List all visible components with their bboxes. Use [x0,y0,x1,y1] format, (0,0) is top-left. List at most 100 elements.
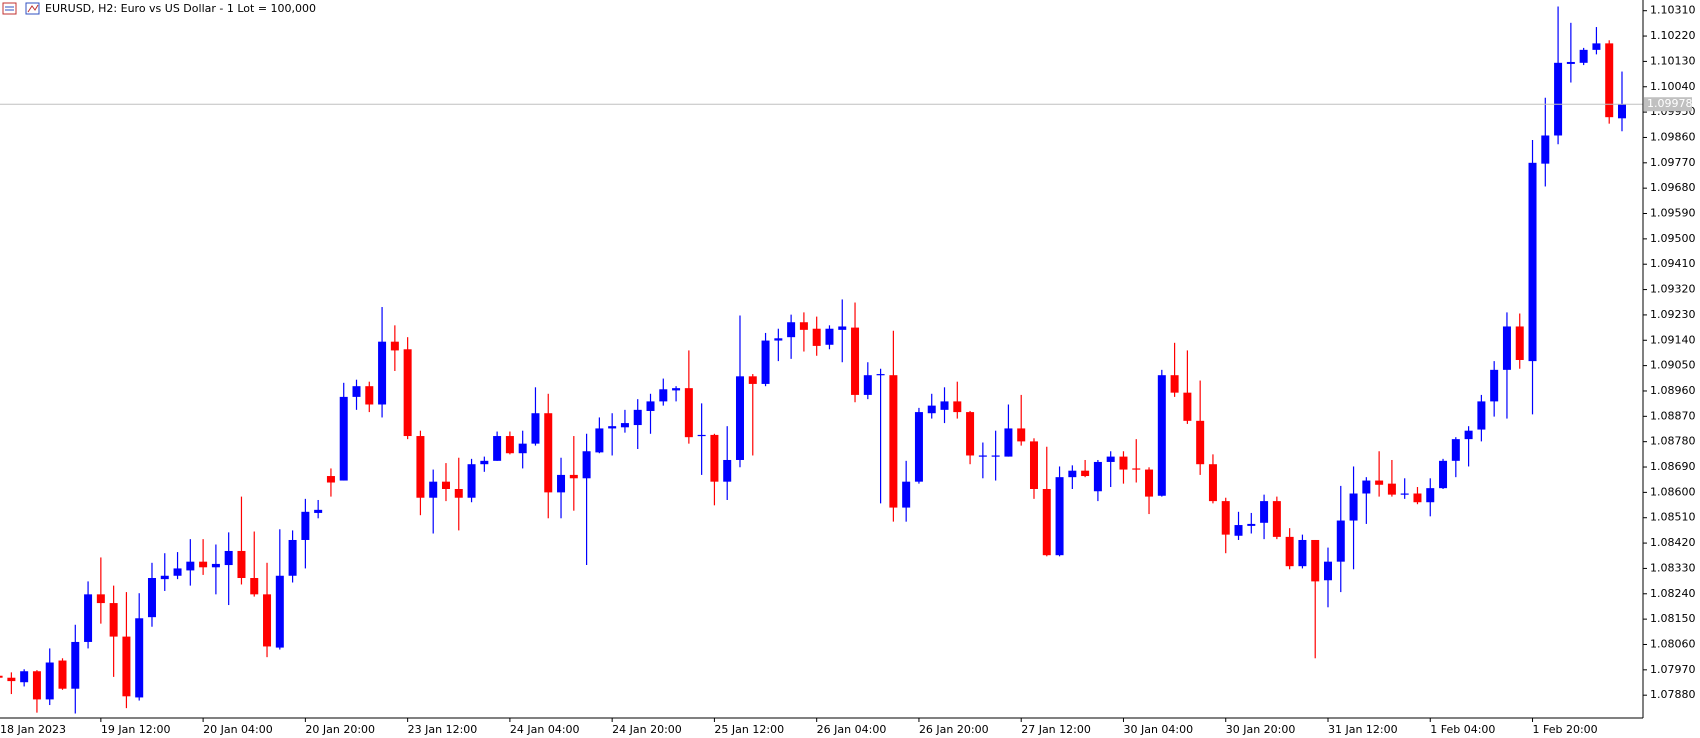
candle-body [557,474,566,493]
candle-body [288,539,297,576]
candle-body [1617,104,1626,119]
candle-body [544,413,553,493]
candle-body [1208,464,1217,502]
candle-body [1272,501,1281,537]
current-price-tag [1644,97,1692,112]
candle-body [505,436,514,454]
candle-body [1554,62,1563,136]
candle-body [71,641,80,689]
x-tick-label: 30 Jan 04:00 [1123,723,1193,736]
candle-body [135,618,144,698]
y-tick-label: 1.08780 [1650,435,1696,448]
y-tick-label: 1.10130 [1650,54,1696,67]
candle-body [211,563,220,568]
y-tick-label: 1.07880 [1650,688,1696,701]
y-tick-label: 1.09680 [1650,181,1696,194]
candle-body [1362,480,1371,494]
candle-body [1055,477,1064,556]
x-tick-label: 30 Jan 20:00 [1226,723,1296,736]
x-tick-label: 18 Jan 2023 [0,723,66,736]
y-tick-label: 1.08600 [1650,485,1696,498]
y-tick-label: 1.09320 [1650,283,1696,296]
candle-body [1170,375,1179,393]
x-tick-label: 1 Feb 04:00 [1430,723,1495,736]
y-tick-label: 1.08060 [1650,637,1696,650]
candle-body [365,386,374,405]
candle-body [109,603,118,637]
candle-body [147,578,156,618]
x-tick-label: 20 Jan 04:00 [203,723,273,736]
candle-body [1221,501,1230,535]
candle-body [608,426,617,429]
chart-icon-line [27,4,39,13]
candle-body [20,671,29,683]
x-tick-label: 25 Jan 12:00 [714,723,784,736]
y-tick-label: 1.10040 [1650,80,1696,93]
candle-body [1515,326,1524,360]
y-tick-label: 1.08510 [1650,511,1696,524]
candle-body [1260,501,1269,523]
candle-body [326,476,335,483]
candle-body [991,455,1000,457]
candle-body [1157,375,1166,496]
candle-body [301,511,310,540]
candle-body [684,388,693,438]
candle-body [199,561,208,568]
candle-body [940,401,949,410]
x-tick-label: 20 Jan 20:00 [305,723,375,736]
current-price-label: 1.09978 [1647,97,1693,110]
candle-body [467,464,476,498]
candle-body [1439,460,1448,489]
y-tick-label: 1.08330 [1650,561,1696,574]
candle-body [339,396,348,481]
candle-body [927,405,936,414]
candle-body [454,488,463,498]
y-tick-label: 1.08420 [1650,536,1696,549]
candle-body [1490,369,1499,402]
y-tick-label: 1.07970 [1650,663,1696,676]
y-tick-label: 1.09590 [1650,207,1696,220]
candle-body [1541,135,1550,164]
candle-body [45,662,54,700]
candle-body [863,375,872,395]
candle-body [122,636,131,697]
candle-body [173,568,182,576]
candle-body [1234,525,1243,536]
candle-body [1464,430,1473,440]
candle-body [774,338,783,341]
candle-body [1196,420,1205,465]
candle-body [1311,539,1320,582]
y-tick-label: 1.09140 [1650,333,1696,346]
candle-body [799,322,808,330]
y-tick-label: 1.09860 [1650,130,1696,143]
candle-body [1323,561,1332,581]
chart-icon[interactable] [25,2,40,15]
candle-body [812,328,821,346]
y-tick-label: 1.09230 [1650,308,1696,321]
candle-body [429,481,438,498]
y-tick-label: 1.09410 [1650,257,1696,270]
candle-body [160,575,169,580]
candle-body [518,443,527,454]
candle-body [1247,523,1256,526]
candle-body [84,594,93,642]
candle-body [96,594,105,604]
y-tick-label: 1.08150 [1650,612,1696,625]
candle-body [1004,428,1013,457]
candle-body [1477,401,1486,430]
candle-body [416,436,425,498]
candle-body [1042,488,1051,556]
candle-body [876,374,885,376]
menu-icon[interactable] [2,2,17,15]
candle-body [531,413,540,444]
candle-body [966,412,975,456]
candle-body [633,409,642,426]
candle-body [1413,493,1422,503]
y-tick-label: 1.09770 [1650,156,1696,169]
y-tick-label: 1.08870 [1650,409,1696,422]
candle-body [1093,461,1102,492]
candle-body [1183,392,1192,421]
x-tick-label: 24 Jan 20:00 [612,723,682,736]
y-tick-label: 1.09050 [1650,359,1696,372]
